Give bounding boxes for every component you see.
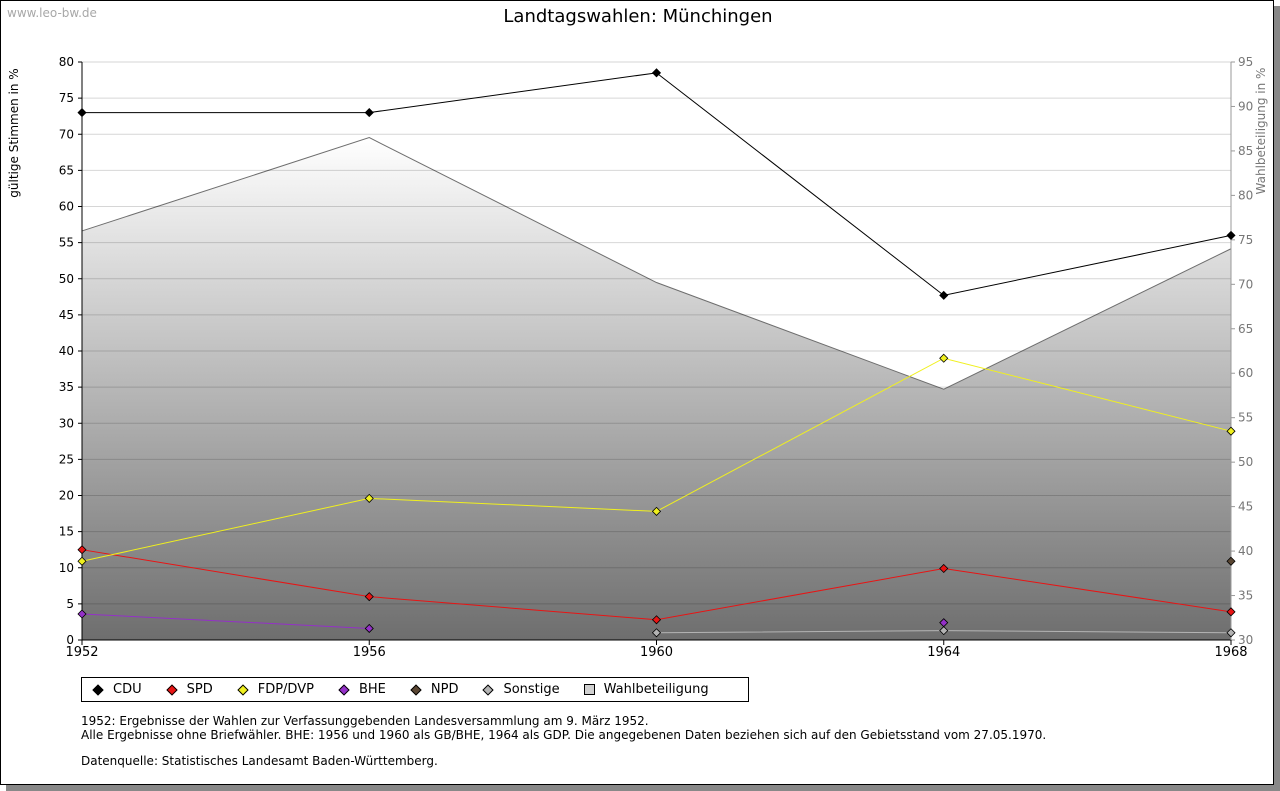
legend-marker-sonstige (482, 683, 495, 696)
y2-tick-label: 55 (1238, 411, 1253, 425)
data-point-fdp-dvp (77, 556, 87, 566)
data-point-sonstige (939, 626, 949, 636)
data-point-cdu (364, 108, 374, 118)
legend-marker-fdp-dvp (237, 683, 249, 696)
y2-tick-label: 70 (1238, 277, 1253, 291)
y2-tick-label: 85 (1238, 144, 1253, 158)
data-source: Datenquelle: Statistisches Landesamt Bad… (81, 754, 438, 768)
y-tick-label: 75 (59, 91, 74, 105)
x-tick-label: 1968 (1214, 645, 1247, 660)
legend-label-spd: SPD (186, 682, 213, 697)
y2-tick-label: 75 (1238, 233, 1253, 247)
y-tick-label: 25 (59, 452, 74, 466)
y-tick-label: 55 (59, 236, 74, 250)
y2-tick-label: 50 (1238, 455, 1253, 469)
y-tick-label: 80 (59, 55, 74, 69)
y-tick-label: 40 (59, 344, 74, 358)
y-tick-label: 65 (59, 163, 74, 177)
data-point-npd (1226, 556, 1236, 566)
legend-item-spd: SPD (165, 682, 213, 697)
y2-tick-label: 30 (1238, 633, 1253, 647)
data-point-sonstige (1226, 628, 1236, 638)
data-point-bhe (364, 623, 374, 634)
legend-item-bhe: BHE (338, 682, 386, 697)
legend-label-wahlbeteiligung: Wahlbeteiligung (603, 682, 709, 697)
legend-item-npd: NPD (410, 682, 459, 697)
y2-tick-label: 90 (1238, 99, 1253, 113)
legend-label-bhe: BHE (358, 682, 386, 697)
y2-tick-label: 65 (1238, 322, 1253, 336)
data-point-fdp-dvp (939, 353, 949, 363)
legend-marker-bhe (338, 683, 350, 696)
x-tick-label: 1956 (353, 645, 386, 660)
y2-tick-label: 80 (1238, 188, 1253, 202)
data-point-spd (651, 615, 662, 625)
legend-label-sonstige: Sonstige (503, 682, 560, 697)
y2-axis-label: Wahlbeteiligung in % (1254, 68, 1268, 195)
note-1952: 1952: Ergebnisse der Wahlen zur Verfassu… (81, 714, 649, 728)
y-tick-label: 10 (59, 561, 74, 575)
y-tick-label: 35 (59, 380, 74, 394)
legend-marker-npd (410, 683, 422, 696)
data-point-spd (939, 563, 949, 574)
y2-tick-label: 95 (1238, 55, 1253, 69)
legend-marker-wahlbeteiligung (583, 684, 595, 695)
legend-marker-spd (165, 683, 178, 696)
legend: CDU SPD FDP/DVP BHE NPD Sonstige Wahlbeteiligu… (81, 677, 749, 702)
legend-item-wahlbeteiligung: Wahlbeteiligung (583, 682, 709, 697)
data-point-sonstige (651, 628, 662, 638)
data-point-spd (1226, 607, 1236, 617)
legend-item-fdp-dvp: FDP/DVP (237, 682, 314, 697)
y2-tick-label: 60 (1238, 366, 1253, 380)
y2-tick-label: 35 (1238, 589, 1253, 603)
data-point-bhe (77, 609, 87, 619)
y-tick-label: 0 (66, 633, 74, 647)
y2-tick-label: 45 (1238, 500, 1253, 514)
data-point-fdp-dvp (651, 506, 662, 516)
turnout-line (81, 137, 1232, 390)
x-tick-label: 1952 (65, 645, 98, 660)
y-tick-label: 45 (59, 308, 74, 322)
chart-title: Landtagswahlen: Münchingen (503, 6, 772, 27)
data-point-fdp-dvp (364, 493, 374, 503)
x-tick-label: 1964 (927, 645, 960, 660)
series-line-bhe (81, 613, 370, 629)
y-tick-label: 15 (59, 525, 74, 539)
y-tick-label: 50 (59, 272, 74, 286)
watermark: www.leo-bw.de (7, 6, 97, 20)
y-tick-label: 5 (66, 597, 74, 611)
data-point-fdp-dvp (1226, 426, 1236, 436)
turnout-area (82, 137, 1231, 641)
y-tick-label: 70 (59, 127, 74, 141)
data-point-spd (364, 592, 374, 602)
legend-item-sonstige: Sonstige (482, 682, 560, 697)
data-point-cdu (939, 290, 949, 300)
y-tick-label: 60 (59, 200, 74, 214)
x-tick-label: 1960 (640, 645, 673, 660)
y-tick-label: 20 (59, 489, 74, 503)
legend-label-npd: NPD (430, 682, 459, 697)
legend-label-cdu: CDU (113, 682, 142, 697)
data-point-cdu (77, 108, 87, 118)
y-axis-label: gültige Stimmen in % (7, 68, 21, 197)
legend-label-fdp-dvp: FDP/DVP (257, 682, 314, 697)
legend-item-cdu: CDU (92, 682, 142, 697)
legend-marker-cdu (92, 683, 104, 696)
y-tick-label: 30 (59, 416, 74, 430)
note-general: Alle Ergebnisse ohne Briefwähler. BHE: 1… (81, 728, 1047, 742)
data-point-cdu (651, 68, 662, 78)
data-point-cdu (1226, 230, 1236, 240)
data-point-spd (77, 545, 87, 555)
y2-tick-label: 40 (1238, 544, 1253, 558)
